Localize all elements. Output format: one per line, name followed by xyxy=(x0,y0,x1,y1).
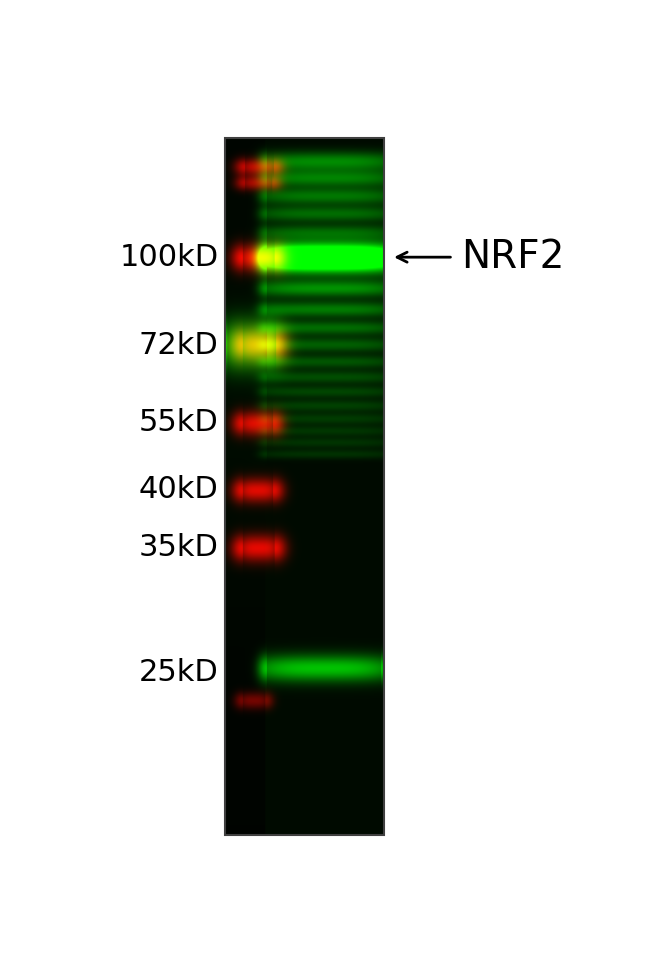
Text: 100kD: 100kD xyxy=(120,243,218,272)
Text: 35kD: 35kD xyxy=(138,532,218,562)
Text: 40kD: 40kD xyxy=(138,475,218,504)
Text: 72kD: 72kD xyxy=(138,331,218,360)
Text: 55kD: 55kD xyxy=(138,408,218,437)
Bar xyxy=(225,138,384,835)
Text: NRF2: NRF2 xyxy=(461,238,564,276)
Text: 25kD: 25kD xyxy=(138,659,218,687)
